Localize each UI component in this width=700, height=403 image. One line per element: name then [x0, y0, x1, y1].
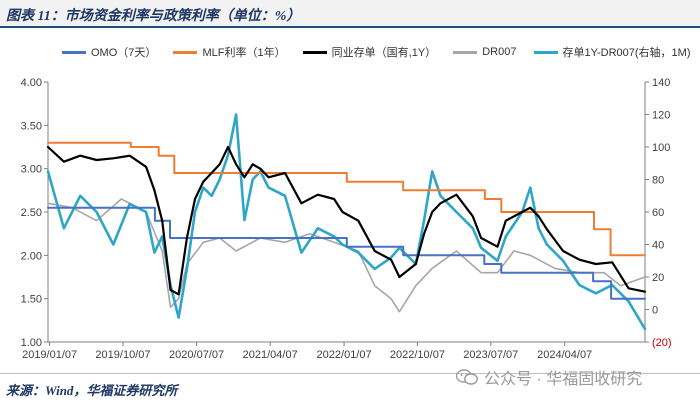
source-note: 来源：Wind，华福证券研究所 [6, 383, 178, 398]
x-tick-label: 2020/07/07 [169, 349, 224, 361]
series-line-0 [47, 206, 646, 300]
y-right-tick-label: 60 [652, 207, 664, 219]
y-right-tick-label: 80 [652, 175, 664, 187]
legend-swatch-dr007 [453, 50, 478, 54]
legend-swatch-mlf [173, 50, 198, 54]
chart-legend: OMO（7天） MLF利率（1年） 同业存单（国有,1Y） DR007 存单1Y… [62, 44, 700, 60]
legend-label-omo: OMO（7天） [91, 47, 157, 59]
y-left-tick-label: 1.00 [21, 337, 42, 349]
y-right-tick-label: 40 [652, 240, 664, 252]
y-right-tick-label: 140 [652, 77, 670, 89]
y-left-tick-label: 3.00 [21, 164, 42, 176]
legend-label-spread: 存单1Y-DR007(右轴，1M) [562, 47, 691, 59]
title-bar: 图表 11：市场资金利率与政策利率（单位：%） [0, 0, 700, 26]
legend-item-omo: OMO（7天） [62, 44, 156, 60]
title-rule [0, 26, 700, 28]
y-right-tick-label: 120 [652, 110, 670, 122]
series-line-4 [46, 113, 647, 331]
legend-label-dr007: DR007 [482, 46, 517, 58]
legend-swatch-omo [62, 50, 86, 54]
y-left-tick-label: 3.50 [21, 120, 42, 132]
y-left-tick-label: 2.50 [21, 207, 42, 219]
x-tick-label: 2023/07/07 [463, 349, 518, 361]
legend-swatch-spread [533, 50, 558, 54]
y-left-tick-label: 4.00 [21, 77, 42, 89]
y-right-tick-label: 20 [652, 272, 664, 284]
x-tick-label: 2022/01/07 [317, 349, 372, 361]
legend-item-ncd: 同业存单（国有,1Y） [302, 44, 437, 60]
chart-ticks: 1.00 1.50 2.00 2.50 3.00 3.50 4.00 (20) 0 20 40 60 8… [21, 77, 672, 361]
series-line-2 [46, 145, 647, 296]
x-tick-label: 2019/01/07 [22, 349, 77, 361]
wechat-icon [456, 369, 478, 385]
legend-swatch-ncd [302, 50, 327, 54]
y-right-tick-label: (20) [652, 337, 672, 349]
y-left-tick-label: 1.50 [21, 294, 42, 306]
chart-series [46, 113, 647, 331]
y-right-tick-label: 100 [652, 142, 670, 154]
legend-item-dr007: DR007 [453, 46, 516, 58]
series-line-1 [47, 141, 646, 257]
series-line-3 [47, 198, 646, 313]
legend-item-mlf: MLF利率（1年） [173, 44, 286, 60]
legend-label-ncd: 同业存单（国有,1Y） [331, 47, 437, 59]
watermark-text: 公众号 · 华福固收研究 [484, 371, 643, 388]
y-left-tick-label: 2.00 [21, 250, 42, 262]
chart-title: 图表 11：市场资金利率与政策利率（单位：%） [6, 9, 301, 24]
x-tick-label: 2019/10/07 [95, 349, 150, 361]
x-tick-label: 2024/04/07 [537, 349, 592, 361]
x-tick-label: 2022/10/07 [390, 349, 445, 361]
y-right-tick-label: 0 [652, 305, 658, 317]
x-tick-label: 2021/04/07 [243, 349, 298, 361]
legend-item-spread: 存单1Y-DR007(右轴，1M) [533, 44, 691, 60]
footer-rule [0, 373, 700, 374]
watermark: 公众号 · 华福固收研究 [456, 365, 642, 389]
legend-label-mlf: MLF利率（1年） [202, 47, 286, 59]
